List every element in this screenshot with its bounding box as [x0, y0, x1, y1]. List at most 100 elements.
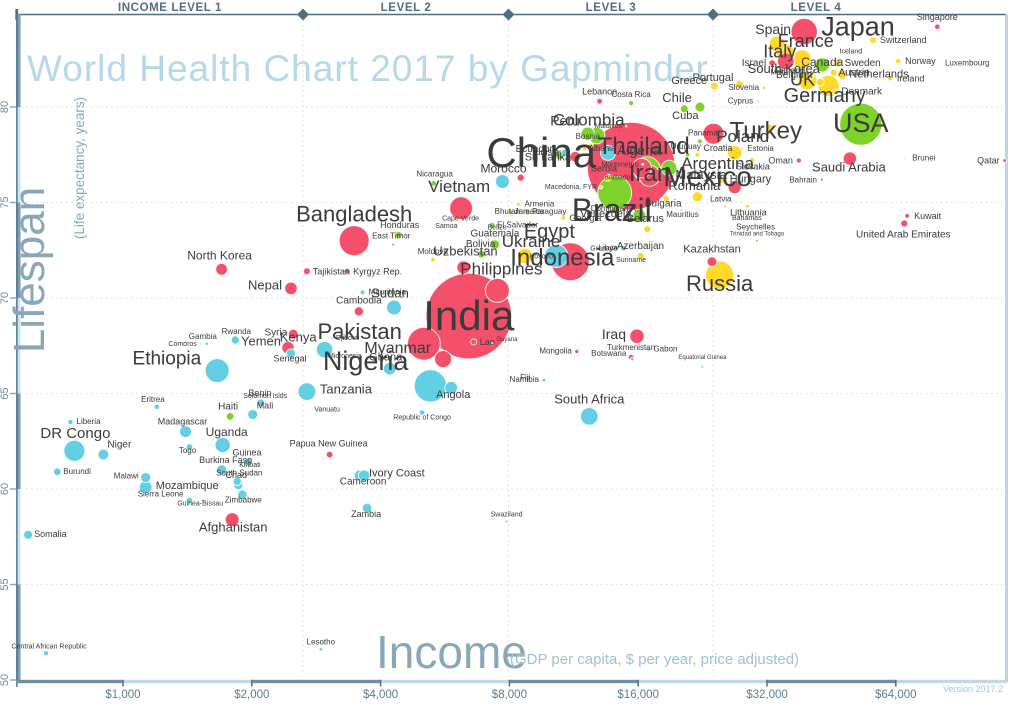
svg-text:Lebanon: Lebanon	[582, 86, 617, 96]
svg-text:Mauritania: Mauritania	[369, 287, 407, 296]
svg-text:Brazil: Brazil	[572, 192, 652, 228]
svg-text:Yemen: Yemen	[241, 334, 281, 349]
svg-text:Seychelles: Seychelles	[736, 222, 775, 231]
svg-text:DR Congo: DR Congo	[40, 425, 110, 442]
svg-text:50: 50	[0, 674, 11, 686]
svg-text:Grenada: Grenada	[590, 245, 617, 252]
svg-text:Bahrain: Bahrain	[789, 176, 817, 185]
svg-text:Portugal: Portugal	[693, 72, 734, 84]
svg-text:Papua New Guinea: Papua New Guinea	[290, 439, 368, 449]
svg-text:Malta: Malta	[771, 69, 788, 76]
svg-text:Turkmenistan: Turkmenistan	[607, 343, 655, 352]
svg-text:Estonia: Estonia	[747, 144, 774, 153]
svg-text:Mexico: Mexico	[663, 161, 752, 192]
svg-text:Lao: Lao	[480, 337, 495, 347]
svg-text:65: 65	[0, 387, 11, 399]
svg-text:Hungary: Hungary	[730, 174, 772, 186]
svg-text:Suriname: Suriname	[616, 257, 646, 264]
svg-text:(GDP per capita, $ per year, p: (GDP per capita, $ per year, price adjus…	[510, 651, 799, 668]
svg-text:Brunei: Brunei	[912, 154, 935, 163]
svg-text:Dominican R.: Dominican R.	[591, 204, 639, 213]
svg-text:Singapore: Singapore	[917, 12, 958, 22]
svg-text:Vietnam: Vietnam	[428, 177, 490, 196]
svg-text:Gambia: Gambia	[189, 332, 218, 341]
svg-text:Cameroon: Cameroon	[340, 477, 387, 488]
svg-text:Argentina: Argentina	[681, 154, 754, 173]
svg-text:Tunisia: Tunisia	[531, 147, 560, 157]
svg-text:Denmark: Denmark	[841, 87, 883, 98]
svg-text:Saudi Arabia: Saudi Arabia	[812, 160, 886, 175]
svg-text:75: 75	[0, 196, 11, 208]
svg-text:LEVEL 2: LEVEL 2	[381, 2, 432, 14]
svg-text:Bolivia: Bolivia	[466, 239, 496, 250]
svg-text:Namibia: Namibia	[510, 375, 540, 384]
svg-text:Angola: Angola	[436, 389, 471, 401]
svg-text:Cambodia: Cambodia	[336, 295, 382, 306]
svg-text:Swaziland: Swaziland	[491, 512, 523, 519]
svg-text:Pakistan: Pakistan	[318, 319, 402, 344]
svg-text:Montenegro: Montenegro	[601, 161, 638, 168]
svg-text:Venezuela: Venezuela	[580, 208, 632, 220]
svg-text:Libya: Libya	[599, 243, 619, 252]
svg-text:Version 2017.2: Version 2017.2	[943, 684, 1003, 694]
svg-text:Cyprus: Cyprus	[728, 96, 753, 105]
svg-text:Malawi: Malawi	[114, 472, 139, 481]
svg-text:Armenia: Armenia	[525, 199, 555, 208]
svg-text:Mongolia: Mongolia	[539, 347, 572, 356]
svg-text:Israel: Israel	[742, 58, 766, 69]
svg-text:Eritrea: Eritrea	[141, 395, 165, 404]
svg-text:Bulgaria: Bulgaria	[645, 199, 682, 210]
svg-text:Somalia: Somalia	[34, 529, 67, 539]
svg-text:Slovakia: Slovakia	[736, 162, 770, 172]
svg-text:Maldives: Maldives	[595, 123, 623, 130]
svg-text:United Arab Emirates: United Arab Emirates	[856, 230, 951, 241]
svg-text:North Korea: North Korea	[187, 248, 252, 262]
svg-text:Latvia: Latvia	[710, 194, 732, 203]
svg-text:INCOME LEVEL 1: INCOME LEVEL 1	[118, 2, 222, 14]
svg-text:Kyrgyz Rep.: Kyrgyz Rep.	[353, 266, 402, 276]
svg-text:Benin: Benin	[248, 388, 271, 398]
svg-text:Fiji: Fiji	[520, 373, 530, 382]
svg-text:Algeria: Algeria	[617, 142, 661, 158]
svg-text:Panama: Panama	[688, 128, 718, 137]
svg-text:USA: USA	[833, 108, 889, 138]
svg-text:Sudan: Sudan	[371, 286, 409, 301]
svg-text:$8,000: $8,000	[492, 689, 527, 701]
svg-text:Chad: Chad	[226, 470, 248, 480]
svg-text:Uganda: Uganda	[206, 425, 248, 439]
svg-text:Philippines: Philippines	[460, 259, 542, 278]
svg-text:Italy: Italy	[763, 42, 796, 62]
svg-text:Japan: Japan	[821, 12, 895, 42]
svg-text:Ireland: Ireland	[897, 73, 925, 83]
svg-text:LEVEL 3: LEVEL 3	[586, 2, 637, 14]
svg-text:Rwanda: Rwanda	[222, 327, 252, 336]
svg-text:Oman: Oman	[768, 156, 793, 166]
svg-text:Kuwait: Kuwait	[914, 211, 942, 221]
svg-text:Colombia: Colombia	[553, 111, 625, 130]
svg-text:Togo: Togo	[179, 446, 197, 455]
svg-text:$4,000: $4,000	[363, 689, 398, 701]
svg-text:Canada: Canada	[801, 55, 843, 69]
svg-text:Moldova: Moldova	[418, 247, 449, 256]
svg-text:Micronesia: Micronesia	[328, 353, 362, 360]
svg-text:Uzbekistan: Uzbekistan	[433, 243, 497, 258]
svg-text:Sweden: Sweden	[845, 58, 881, 69]
svg-text:70: 70	[0, 292, 11, 304]
svg-text:Uruguay: Uruguay	[671, 142, 701, 151]
svg-text:Iceland: Iceland	[840, 49, 863, 56]
svg-text:Ghana: Ghana	[369, 352, 403, 364]
svg-text:$64,000: $64,000	[875, 689, 917, 701]
svg-text:$2,000: $2,000	[234, 689, 269, 701]
svg-text:Albania: Albania	[589, 144, 616, 153]
svg-text:Barbados: Barbados	[604, 175, 634, 182]
svg-text:Tajikistan: Tajikistan	[313, 266, 350, 276]
svg-text:Equatorial Guinea: Equatorial Guinea	[678, 355, 727, 361]
svg-text:Income: Income	[376, 626, 527, 678]
svg-text:Costa Rica: Costa Rica	[612, 90, 652, 99]
svg-text:Macedonia, FYR: Macedonia, FYR	[545, 184, 597, 191]
svg-text:Bangladesh: Bangladesh	[296, 202, 412, 227]
svg-text:Tanzania: Tanzania	[320, 382, 373, 397]
svg-text:South Sudan: South Sudan	[216, 468, 262, 477]
svg-text:Bahamas: Bahamas	[732, 215, 762, 222]
svg-text:Georgia: Georgia	[569, 213, 601, 223]
